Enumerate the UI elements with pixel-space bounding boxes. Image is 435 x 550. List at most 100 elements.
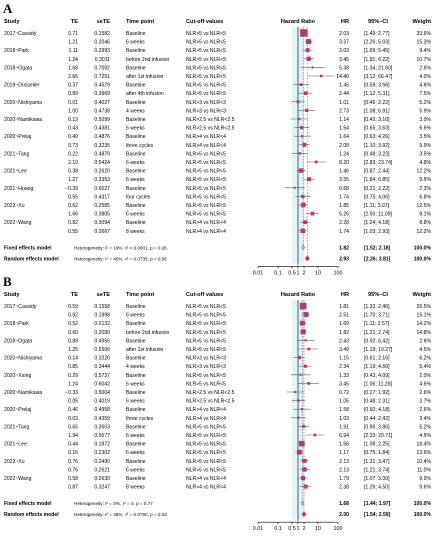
weight-value: 3.0% (419, 117, 431, 123)
cutoff-value: NLR>5 vs NLR<5 (186, 57, 226, 63)
cutoff-value: NLR>5 vs NLR<5 (186, 83, 226, 89)
sete-value: 0.7092 (94, 65, 110, 71)
header-te: TE (71, 292, 78, 298)
hr-value: 3.03 (339, 48, 349, 54)
weight-value: 6.2% (419, 356, 431, 362)
study-name: 2022~Xu (4, 459, 25, 465)
time-point: before 2nd infusion (126, 57, 169, 63)
ci-value: [1.03; 2.93] (364, 229, 390, 235)
weight-value: 8.8% (419, 220, 431, 226)
time-point: 4 weeks (126, 364, 145, 370)
te-value: 0.13 (68, 117, 78, 123)
effect-square (310, 211, 315, 216)
hr-value: 2.73 (339, 108, 349, 114)
time-point: Baseline (126, 169, 146, 175)
hr-value: 0.68 (339, 186, 349, 192)
study-name: 2022~Wang (4, 476, 32, 482)
ci-value: [0.44; 2.42] (364, 416, 390, 422)
te-value: 1.24 (68, 57, 78, 63)
effect-square (300, 125, 304, 130)
effect-square (300, 228, 306, 234)
cutoff-value: NLR>4 vs NLR<4 (186, 416, 226, 422)
sete-value: 0.1582 (94, 31, 110, 37)
ci-value: [1.31; 3.47] (364, 459, 390, 465)
weight-value: 26.5% (417, 304, 432, 310)
cutoff-value: NLR>5 vs NLR<5 (186, 194, 226, 200)
effect-square (297, 355, 301, 360)
time-point: 6 weeks (126, 467, 145, 473)
time-point: Baseline (126, 134, 146, 140)
sete-value: 0.3805 (94, 212, 110, 218)
ci-value: [0.92; 6.42] (364, 338, 390, 344)
cutoff-value: NLR>3 vs NLR<3 (186, 356, 226, 362)
cutoff-value: NLR>2.5 vs NLR<2.5 (186, 390, 235, 396)
te-value: 0.46 (68, 407, 78, 413)
time-point: 6 weeks (126, 381, 145, 387)
te-value: 0.76 (68, 467, 78, 473)
hr-value: 5.38 (339, 65, 349, 71)
effect-square (297, 416, 300, 419)
hr-value: 1.81 (339, 304, 349, 310)
effect-square (304, 339, 307, 342)
sete-value: 0.4738 (94, 108, 110, 114)
weight-value: 13.6% (417, 450, 432, 456)
sete-value: 0.5737 (94, 373, 110, 379)
ci-value: [2.26; 5.03] (364, 40, 390, 46)
hr-value: 2.34 (339, 364, 349, 370)
weight-value: 6.8% (419, 194, 431, 200)
hr-value: 2.13 (339, 467, 349, 473)
time-point: 6 weeks (126, 433, 145, 439)
sete-value: 0.1998 (94, 313, 110, 319)
header-timepoint: Time point (126, 19, 154, 25)
effect-square (299, 168, 304, 173)
header-sete: seTE (97, 292, 111, 298)
header-study: Study (4, 292, 20, 298)
time-point: Baseline (126, 304, 146, 310)
time-point: Baseline (126, 356, 146, 362)
time-point: Baseline (126, 459, 146, 465)
study-name: 2021~Tang (4, 424, 30, 430)
te-value: 0.55 (68, 229, 78, 235)
time-point: Baseline (126, 390, 146, 396)
effect-square (301, 202, 306, 208)
effect-square (302, 142, 307, 147)
fixed-model-label: Fixed effects model (4, 501, 52, 507)
effect-square (303, 484, 308, 489)
te-value: 0.92 (68, 313, 78, 319)
te-value: 0.71 (68, 31, 78, 37)
hr-value: 3.37 (339, 40, 349, 46)
study-name: 2022~Wang (4, 220, 32, 226)
ci-value: [0.61; 2.16] (364, 356, 390, 362)
hr-value: 2.13 (339, 459, 349, 465)
sete-value: 0.3353 (94, 177, 110, 183)
cutoff-value: NLR>5 vs NLR<5 (186, 313, 226, 319)
te-value: 1.27 (68, 177, 78, 183)
time-point: Baseline (126, 373, 146, 379)
header-hr: HR (341, 292, 349, 298)
sete-value: 0.3011 (95, 57, 110, 63)
te-value: 0.60 (68, 330, 78, 336)
sete-value: 0.5506 (94, 347, 110, 353)
effect-square (300, 329, 306, 335)
fixed-hr: 1.68 (339, 501, 349, 507)
cutoff-value: NLR>3 vs NLR<3 (186, 100, 226, 106)
ci-value: [1.06; 11.28] (364, 381, 393, 387)
time-point: after 1st infusion (126, 74, 164, 80)
sete-value: 0.4956 (94, 338, 110, 344)
weight-value: 33.6% (417, 31, 432, 37)
hr-value: 2.08 (339, 143, 349, 149)
weight-value: 5.2% (419, 100, 431, 106)
weight-value: 4.6% (419, 83, 431, 89)
sete-value: 0.6042 (94, 381, 110, 387)
time-point: 6 weeks (126, 212, 145, 218)
te-value: 1.24 (68, 381, 78, 387)
weight-value: 4.0% (419, 74, 431, 80)
study-name: 2021~Huang (4, 186, 33, 192)
sete-value: 0.4958 (94, 407, 110, 413)
ci-value: [0.43; 4.09] (364, 373, 390, 379)
ci-value: [0.46; 2.22] (364, 100, 390, 106)
effect-square (305, 108, 309, 112)
cutoff-value: NLR>5 vs NLR<5 (186, 338, 226, 344)
cutoff-value: NLR>5 vs NLR<5 (186, 304, 226, 310)
cutoff-value: NLR>4 vs NLR<4 (186, 134, 226, 140)
